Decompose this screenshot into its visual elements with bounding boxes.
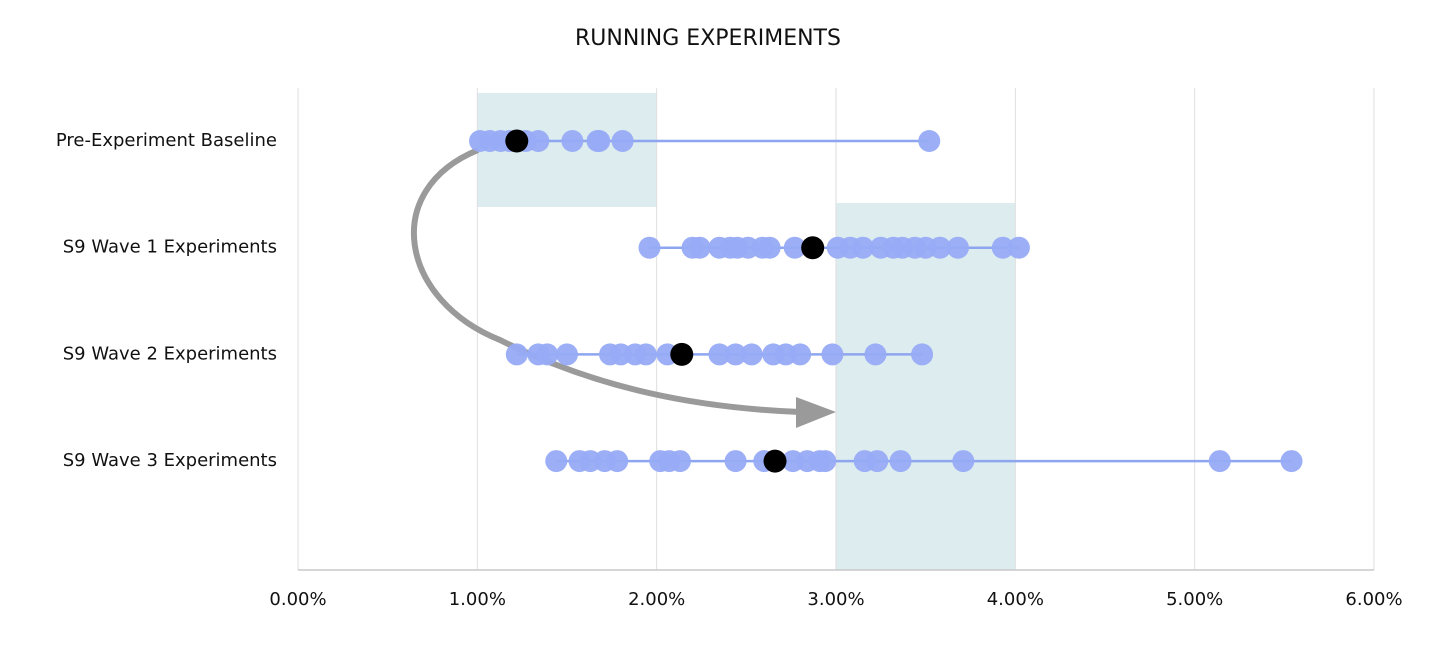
data-point (556, 343, 578, 366)
x-tick-label: 2.00% (628, 589, 685, 610)
data-point (545, 450, 568, 473)
data-point (864, 343, 887, 366)
data-point (638, 236, 661, 259)
x-tick-label: 6.00% (1345, 589, 1402, 610)
data-point (611, 130, 634, 152)
data-point (814, 450, 837, 473)
chart-title: RUNNING EXPERIMENTS (575, 26, 841, 51)
data-point (991, 236, 1014, 259)
data-point (821, 343, 844, 366)
data-point (1280, 450, 1303, 473)
data-point (561, 130, 584, 152)
data-point (758, 236, 781, 259)
average-point (801, 236, 825, 260)
y-category-label: S9 Wave 3 Experiments (63, 450, 277, 471)
arrow-head (796, 397, 836, 428)
y-category-label: Pre-Experiment Baseline (56, 130, 277, 151)
data-point (724, 450, 747, 473)
arrow (411, 147, 836, 428)
data-point (1208, 450, 1231, 473)
data-point (1007, 236, 1030, 259)
data-point (918, 130, 941, 152)
data-point (688, 236, 711, 259)
data-point (708, 343, 731, 366)
data-point (536, 343, 559, 366)
data-point (588, 130, 611, 152)
data-point (952, 450, 975, 473)
data-point (668, 450, 691, 473)
x-tick-label: 1.00% (449, 589, 506, 610)
y-category-label: S9 Wave 1 Experiments (63, 237, 277, 258)
data-point (911, 343, 934, 366)
x-tick-label: 3.00% (807, 589, 864, 610)
data-point (740, 343, 763, 366)
x-tick-label: 4.00% (987, 589, 1044, 610)
average-point (505, 129, 529, 153)
data-point (527, 130, 550, 152)
data-point (889, 450, 912, 473)
data-point (724, 343, 747, 366)
average-point (670, 342, 694, 366)
data-point (505, 343, 528, 366)
x-tick-label: 0.00% (269, 589, 326, 610)
average-point (763, 449, 787, 473)
data-point (783, 236, 806, 259)
data-point (789, 343, 812, 366)
data-point (946, 236, 969, 259)
data-point (606, 450, 629, 473)
y-category-label: S9 Wave 2 Experiments (63, 343, 277, 364)
data-point (851, 236, 874, 259)
data-point (866, 450, 889, 473)
arrow-shaft (411, 147, 801, 415)
data-point (929, 236, 952, 259)
highlight-band (836, 203, 1016, 570)
background-layer (297, 88, 1375, 571)
x-tick-label: 5.00% (1166, 589, 1223, 610)
data-point (634, 343, 657, 366)
